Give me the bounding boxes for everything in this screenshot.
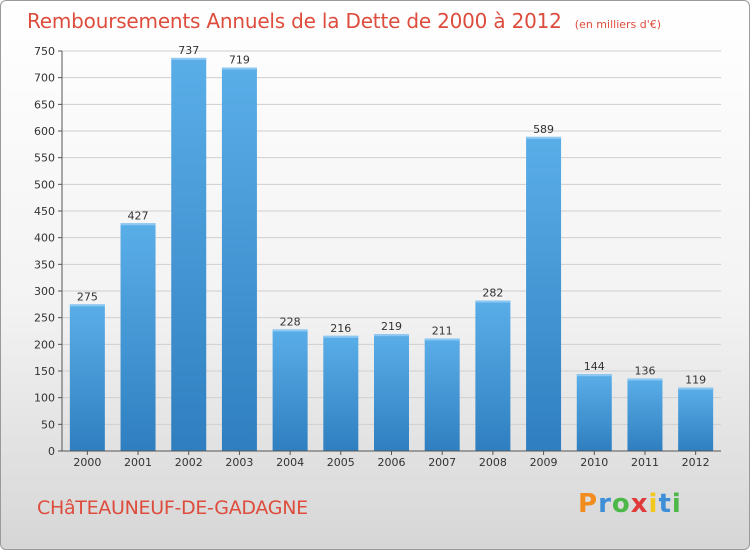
x-tick-label: 2010 — [580, 456, 608, 469]
y-tick-label: 350 — [34, 258, 55, 271]
bar — [120, 223, 156, 451]
y-tick-label: 200 — [34, 338, 55, 351]
x-tick-label: 2001 — [124, 456, 152, 469]
chart-unit: (en milliers d'€) — [574, 18, 662, 31]
brand-logo: Proxiti — [578, 489, 682, 519]
bar — [678, 387, 714, 451]
y-tick-label: 550 — [34, 152, 55, 165]
x-tick-label: 2006 — [378, 456, 406, 469]
data-label: 144 — [584, 360, 605, 373]
data-label: 216 — [330, 322, 351, 335]
y-tick-label: 500 — [34, 178, 55, 191]
bar-highlight — [576, 374, 612, 377]
bar — [627, 378, 663, 451]
y-tick-label: 400 — [34, 232, 55, 245]
x-tick-label: 2011 — [631, 456, 659, 469]
bar-highlight — [627, 378, 663, 381]
bar-highlight — [171, 57, 207, 60]
bar-highlight — [678, 387, 714, 390]
data-label: 719 — [229, 54, 250, 67]
y-tick-label: 150 — [34, 365, 55, 378]
x-tick-label: 2008 — [479, 456, 507, 469]
commune-name: CHâTEAUNEUF-DE-GADAGNE — [37, 497, 308, 519]
bar-highlight — [221, 67, 257, 70]
bar — [69, 304, 105, 451]
bar — [475, 300, 511, 451]
bar-highlight — [475, 300, 511, 303]
y-tick-label: 750 — [34, 45, 55, 58]
x-tick-label: 2005 — [327, 456, 355, 469]
brand-letter: i — [671, 489, 682, 519]
bar — [576, 374, 612, 451]
x-tick-label: 2012 — [682, 456, 710, 469]
y-tick-label: 650 — [34, 98, 55, 111]
y-tick-label: 250 — [34, 312, 55, 325]
bar — [221, 67, 257, 452]
data-label: 275 — [77, 290, 98, 303]
x-tick-label: 2007 — [428, 456, 456, 469]
data-label: 427 — [128, 209, 149, 222]
x-tick-label: 2003 — [225, 456, 253, 469]
data-label: 219 — [381, 320, 402, 333]
y-tick-label: 450 — [34, 205, 55, 218]
brand-letter: i — [648, 489, 659, 519]
bar — [526, 136, 562, 451]
brand-letter: o — [611, 489, 631, 519]
brand-letter: x — [630, 489, 649, 519]
bar — [424, 338, 460, 451]
x-tick-label: 2000 — [73, 456, 101, 469]
bar-highlight — [374, 334, 409, 337]
data-label: 282 — [482, 287, 503, 300]
chart-title: Remboursements Annuels de la Dette de 20… — [27, 9, 562, 33]
data-label: 211 — [432, 324, 453, 337]
bar-highlight — [323, 335, 359, 338]
bar-highlight — [526, 136, 562, 139]
bar — [374, 334, 409, 451]
bar — [171, 57, 207, 451]
brand-letter: r — [598, 489, 612, 519]
y-tick-label: 300 — [34, 285, 55, 298]
y-tick-label: 600 — [34, 125, 55, 138]
y-tick-label: 700 — [34, 72, 55, 85]
bar-highlight — [424, 338, 460, 341]
y-tick-label: 0 — [48, 445, 55, 458]
data-label: 589 — [533, 123, 554, 136]
data-label: 228 — [280, 315, 301, 328]
data-label: 119 — [685, 374, 706, 387]
data-label: 136 — [634, 364, 655, 377]
bar-highlight — [272, 329, 308, 332]
bar — [323, 335, 359, 451]
bar-highlight — [69, 304, 105, 307]
x-tick-label: 2009 — [530, 456, 558, 469]
data-label: 737 — [178, 44, 199, 57]
x-tick-label: 2002 — [175, 456, 203, 469]
brand-letter: t — [658, 489, 672, 519]
title-line: Remboursements Annuels de la Dette de 20… — [27, 9, 661, 33]
y-tick-label: 50 — [41, 418, 55, 431]
x-tick-label: 2004 — [276, 456, 304, 469]
bar — [272, 329, 308, 451]
brand-letter: P — [578, 489, 599, 519]
y-tick-label: 100 — [34, 392, 55, 405]
bar-highlight — [120, 223, 156, 226]
